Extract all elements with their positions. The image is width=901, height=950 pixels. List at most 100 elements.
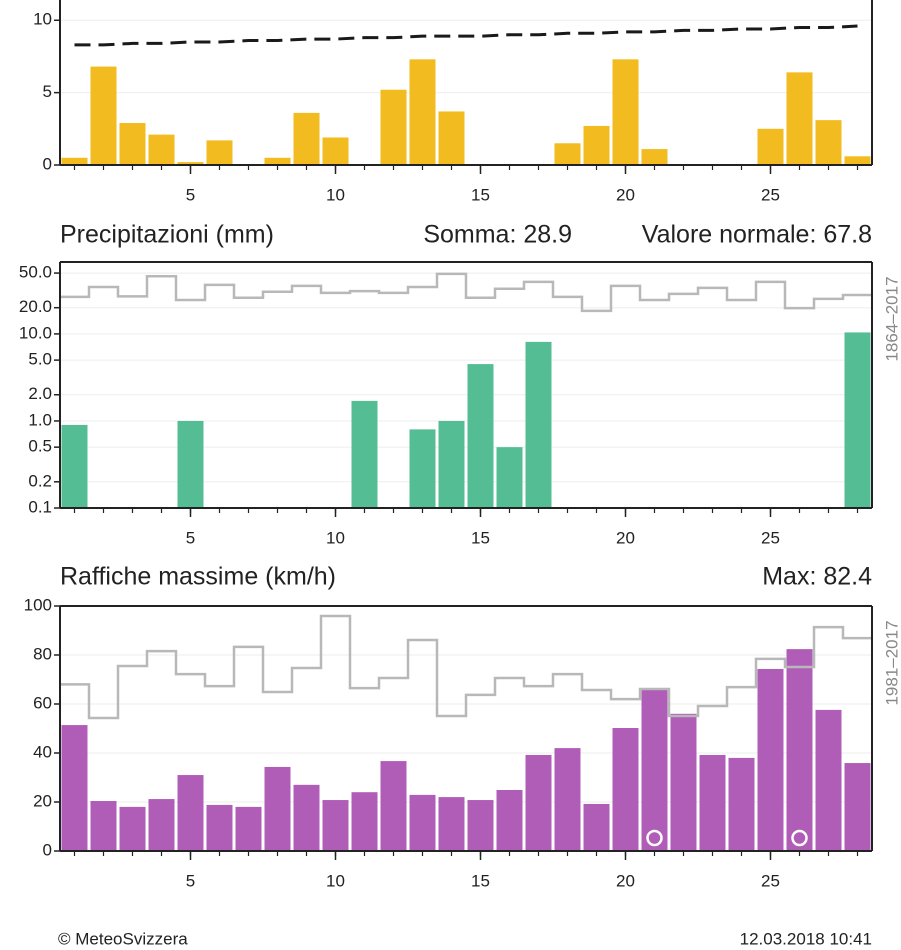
bar [496,789,523,851]
period-label: 1981–2017 [882,620,901,705]
x-tick-label: 15 [471,185,490,204]
bar [844,156,871,165]
bar [206,804,233,851]
bar [583,803,610,851]
x-tick-label: 25 [761,871,780,890]
x-tick-label: 25 [761,185,780,204]
y-tick-label: 10 [33,10,52,29]
bar [467,800,494,851]
bar [699,754,726,851]
bar [206,140,233,165]
y-tick-label: 10.0 [19,323,52,342]
bar [264,766,291,851]
x-tick-label: 20 [616,871,635,890]
y-tick-label: 0.5 [28,437,52,456]
bar [409,429,436,508]
bar [177,162,204,165]
bar [641,689,668,851]
bar [844,332,871,508]
y-tick-label: 1.0 [28,410,52,429]
bar [757,128,784,165]
bar [438,111,465,165]
y-tick-label: 0 [43,154,52,173]
x-tick-label: 5 [186,528,195,547]
bar [293,112,320,165]
bar [525,341,552,508]
bar [612,728,639,851]
panel-title: Raffiche massime (km/h) [60,563,336,591]
trend-line [74,24,858,47]
bar [786,72,813,165]
panel-title: Precipitazioni (mm) [60,221,274,249]
x-tick-label: 5 [186,185,195,204]
bar [380,761,407,851]
y-tick-label: 20.0 [19,297,52,316]
x-tick-label: 20 [616,528,635,547]
bar [61,157,88,165]
bar [264,157,291,165]
y-tick-label: 50.0 [19,263,52,282]
panel-annotation: Valore normale: 67.8 [642,221,872,249]
bar [757,668,784,851]
panel-annotation: Somma: 28.9 [423,221,572,249]
bar [815,120,842,165]
bar [380,89,407,165]
y-tick-label: 5 [43,82,52,101]
bar [438,420,465,508]
bar [177,420,204,508]
period-label: 1864–2017 [882,276,901,361]
bar [322,800,349,851]
y-tick-label: 2.0 [28,384,52,403]
x-tick-label: 20 [616,185,635,204]
y-tick-label: 40 [33,742,52,761]
bar [177,775,204,851]
source: © MeteoSvizzera [58,929,188,948]
flag-marker [646,829,663,847]
flag-marker [791,829,808,847]
bar [61,424,88,508]
bar [641,149,668,165]
bar [293,784,320,851]
bar [525,754,552,851]
bar [844,763,871,851]
bar [554,143,581,165]
x-tick-label: 10 [326,185,345,204]
y-tick-label: 5.0 [28,350,52,369]
y-tick-label: 0.2 [28,471,52,490]
bar [119,123,146,165]
x-tick-label: 10 [326,528,345,547]
y-tick-label: 20 [33,791,52,810]
bar [409,59,436,166]
bar [670,713,697,851]
bar [61,725,88,851]
x-tick-label: 15 [471,871,490,890]
y-tick-label: 60 [33,693,52,712]
x-tick-label: 25 [761,528,780,547]
x-tick-label: 5 [186,871,195,890]
normal-step-line [60,272,872,313]
bar [90,66,117,165]
bar [496,447,523,508]
bar [554,748,581,851]
bar [438,797,465,851]
bar [119,806,146,851]
y-tick-label: 80 [33,644,52,663]
bar [235,806,262,851]
bar [90,801,117,851]
bar [351,400,378,508]
bar [322,137,349,165]
bar [409,794,436,851]
bar [467,364,494,508]
panel-annotation: Max: 82.4 [762,563,872,591]
y-tick-label: 100 [24,595,52,614]
y-tick-label: 0.1 [28,497,52,516]
timestamp: 12.03.2018 10:41 [740,929,872,948]
bar [351,792,378,851]
bar [612,59,639,166]
bar [815,709,842,851]
bar [786,649,813,851]
bar [148,134,175,165]
bar [728,757,755,851]
